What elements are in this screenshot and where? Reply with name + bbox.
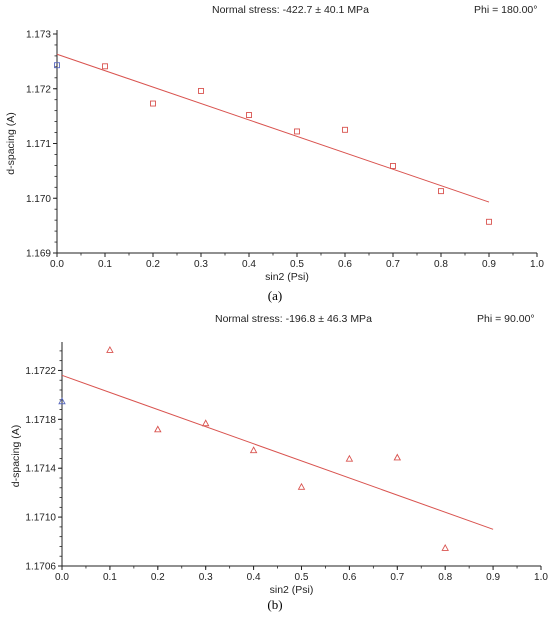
y-axis-label: d-spacing (A) [10, 425, 22, 487]
x-tick-label: 0.7 [390, 572, 404, 583]
caption-a: (a) [268, 288, 282, 303]
x-tick-label: 1.0 [530, 259, 544, 270]
y-axis-label: d-spacing (A) [5, 112, 17, 174]
phi-label-b: Phi = 90.00° [477, 313, 535, 325]
data-point [54, 62, 60, 69]
y-tick-label: 1.1722 [25, 366, 56, 377]
y-tick-label: 1.172 [26, 84, 51, 95]
x-tick-label: 0.5 [290, 259, 304, 270]
data-point [201, 419, 210, 427]
data-point [393, 453, 402, 461]
phi-label-a: Phi = 180.00° [474, 4, 537, 16]
x-axis-label: sin2 (Psi) [270, 584, 314, 596]
x-tick-label: 0.0 [50, 259, 64, 270]
y-tick-label: 1.1710 [25, 513, 56, 524]
plot-area-a: 0.0 0.1 0.2 0.3 0.4 0.5 0.6 0.7 0.8 0.9 1.0 1.169 1.… [5, 30, 544, 284]
data-point [441, 543, 449, 551]
x-tick-label: 0.6 [342, 572, 356, 583]
y-tick-label: 1.1714 [25, 464, 56, 475]
y-tick-label: 1.170 [26, 194, 51, 205]
caption-b: (b) [267, 597, 282, 612]
regression-line [56, 53, 490, 203]
data-point [390, 162, 396, 169]
x-tick-label: 0.2 [146, 259, 160, 270]
panel-a: Normal stress: -422.7 ± 40.1 MPa Phi = 1… [5, 4, 544, 303]
x-tick-label: 0.8 [438, 572, 452, 583]
data-point [58, 397, 66, 405]
x-tick-label: 0.6 [338, 259, 352, 270]
y-tick-label: 1.171 [26, 139, 51, 150]
y-tick-label: 1.1718 [25, 415, 56, 426]
x-tick-label: 0.3 [194, 259, 208, 270]
x-tick-label: 0.1 [103, 572, 117, 583]
stress-label-a: Normal stress: -422.7 ± 40.1 MPa [212, 4, 369, 16]
data-point [106, 345, 114, 353]
x-tick-label: 0.9 [486, 572, 500, 583]
y-tick-label: 1.173 [26, 30, 51, 41]
data-point [438, 188, 444, 195]
x-tick-label: 1.0 [534, 572, 548, 583]
x-tick-label: 0.1 [98, 259, 112, 270]
x-tick-label: 0.8 [434, 259, 448, 270]
x-tick-label: 0.0 [55, 572, 69, 583]
y-tick-label: 1.1706 [25, 562, 56, 573]
panel-b: Normal stress: -196.8 ± 46.3 MPa Phi = 9… [10, 313, 548, 612]
plot-area-b: 0.0 0.1 0.2 0.3 0.4 0.5 0.6 0.7 0.8 0.9 1.0 1.1706 1… [10, 342, 548, 596]
data-point [294, 128, 300, 135]
data-point [486, 218, 492, 225]
data-point [246, 112, 252, 118]
x-tick-label: 0.4 [247, 572, 261, 583]
x-tick-label: 0.3 [199, 572, 213, 583]
data-point [297, 482, 306, 490]
regression-line [61, 374, 494, 530]
data-point [198, 87, 204, 94]
data-point [345, 454, 354, 462]
x-tick-label: 0.7 [386, 259, 400, 270]
data-point [249, 446, 258, 454]
data-point [154, 425, 162, 433]
x-tick-label: 0.9 [482, 259, 496, 270]
x-tick-label: 0.2 [151, 572, 165, 583]
stress-label-b: Normal stress: -196.8 ± 46.3 MPa [215, 313, 372, 325]
data-point [342, 126, 348, 133]
x-axis-label: sin2 (Psi) [265, 271, 309, 283]
data-point [102, 63, 108, 70]
data-point [150, 100, 156, 107]
y-tick-label: 1.169 [26, 249, 51, 260]
x-tick-label: 0.4 [242, 259, 256, 270]
x-tick-label: 0.5 [295, 572, 309, 583]
